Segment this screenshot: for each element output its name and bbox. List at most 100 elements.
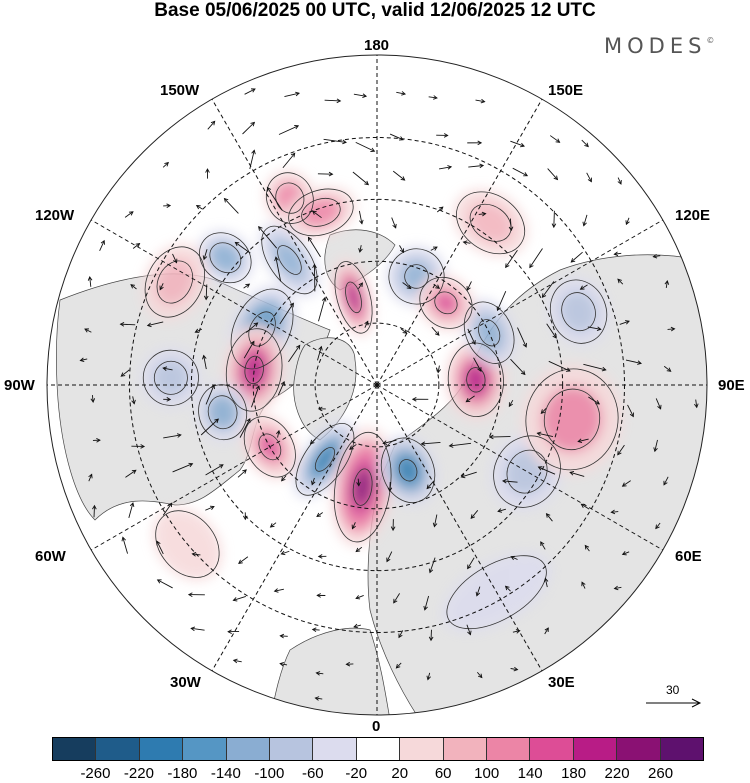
wind-arrow: [614, 252, 622, 255]
wind-arrow-head: [477, 367, 482, 372]
wind-arrow-head: [250, 88, 256, 93]
wind-arrow: [402, 282, 411, 289]
wind-arrow-head: [255, 385, 260, 391]
wind-arrow-head: [433, 95, 438, 100]
wind-arrow: [614, 586, 622, 589]
wind-arrow: [147, 321, 164, 327]
wind-arrow: [430, 246, 438, 251]
wind-arrow: [383, 439, 397, 444]
wind-arrow: [622, 480, 631, 487]
brand-logo: MODES©: [604, 34, 714, 58]
wind-arrow-head: [119, 322, 125, 327]
wind-arrow-head: [202, 354, 207, 360]
wind-arrow: [288, 345, 301, 363]
wind-arrow: [429, 557, 436, 573]
anomaly-contour: [301, 197, 341, 227]
colorbar-swatch: [530, 738, 574, 760]
wind-arrow: [353, 624, 361, 628]
anomaly-contour: [549, 279, 608, 344]
anomaly-contours: [142, 172, 619, 630]
wind-arrow-head: [281, 476, 286, 482]
wind-arrow-head: [251, 149, 256, 155]
anomaly-cell: [433, 290, 459, 315]
wind-arrow-head: [131, 469, 137, 475]
wind-arrow-head: [529, 263, 534, 269]
meridian-line: [376, 384, 664, 551]
wind-arrow: [548, 360, 571, 372]
wind-arrow-head: [448, 443, 454, 448]
anomaly-contour: [543, 388, 601, 451]
wind-arrow: [353, 93, 367, 97]
wind-arrow: [358, 282, 363, 290]
wind-arrow: [172, 253, 177, 263]
wind-arrow-head: [541, 293, 547, 298]
wind-arrow-head: [447, 165, 453, 170]
wind-arrow-head: [565, 367, 571, 372]
anomaly-cell: [208, 241, 243, 275]
wind-arrow: [192, 553, 201, 556]
wind-arrow: [162, 162, 169, 168]
wind-arrow-head: [488, 434, 494, 440]
wind-arrow: [465, 395, 475, 403]
wind-arrow-head: [349, 445, 354, 450]
wind-arrow: [667, 328, 675, 330]
wind-arrow: [125, 469, 137, 478]
map-outline: [46, 54, 708, 716]
wind-arrow-head: [666, 367, 672, 372]
wind-arrow-head: [280, 550, 286, 556]
wind-arrow-head: [400, 176, 406, 181]
wind-arrow-head: [90, 398, 96, 403]
wind-arrow-head: [398, 136, 404, 141]
wind-arrow: [191, 627, 205, 631]
wind-arrow-head: [311, 480, 316, 486]
wind-arrow: [510, 668, 518, 671]
anomaly-contour: [466, 367, 486, 393]
wind-arrow: [466, 624, 471, 635]
anomaly-contour: [244, 355, 264, 385]
anomaly-contour: [561, 292, 596, 332]
wind-arrow: [570, 471, 585, 477]
reference-vector: 30: [642, 683, 706, 713]
meridian-line: [211, 384, 378, 672]
anomaly-contour: [434, 291, 458, 315]
wind-arrow: [120, 323, 136, 326]
wind-arrow: [476, 671, 483, 678]
anomaly-contour: [398, 459, 418, 482]
wind-arrow: [132, 396, 135, 404]
wind-arrow-head: [317, 554, 323, 559]
wind-arrow-head: [314, 696, 320, 701]
wind-arrow-head: [426, 484, 432, 490]
reference-arrow-icon: [646, 698, 702, 708]
wind-arrow-head: [242, 469, 247, 474]
wind-arrow: [88, 474, 93, 482]
wind-arrow: [538, 466, 556, 475]
wind-arrow: [317, 346, 322, 361]
wind-arrow-head: [657, 404, 662, 410]
wind-arrow: [475, 99, 485, 103]
wind-arrow: [195, 328, 203, 333]
wind-arrow: [433, 514, 438, 527]
wind-arrow-head: [523, 172, 529, 177]
wind-arrow: [315, 697, 323, 700]
wind-arrow: [391, 217, 397, 229]
wind-arrow: [203, 249, 208, 260]
wind-arrow: [461, 471, 477, 478]
lon-label-120w: 120W: [35, 207, 75, 224]
wind-arrow-head: [434, 331, 440, 336]
wind-arrow-head: [443, 133, 449, 138]
wind-arrow-head: [595, 400, 601, 405]
wind-arrow-head: [480, 98, 486, 104]
meridian-line: [90, 219, 378, 386]
anomaly-cell: [541, 386, 603, 453]
wind-arrow: [275, 257, 282, 282]
wind-arrow: [163, 367, 173, 371]
wind-arrow-head: [663, 480, 668, 486]
wind-arrow: [428, 96, 438, 99]
wind-arrow: [437, 365, 440, 373]
wind-arrow: [244, 88, 256, 95]
wind-arrow: [546, 323, 557, 339]
wind-arrow: [617, 278, 624, 285]
colorbar-tick-label: 140: [517, 765, 543, 782]
wind-arrow: [205, 464, 224, 476]
wind-arrow-head: [432, 246, 438, 251]
